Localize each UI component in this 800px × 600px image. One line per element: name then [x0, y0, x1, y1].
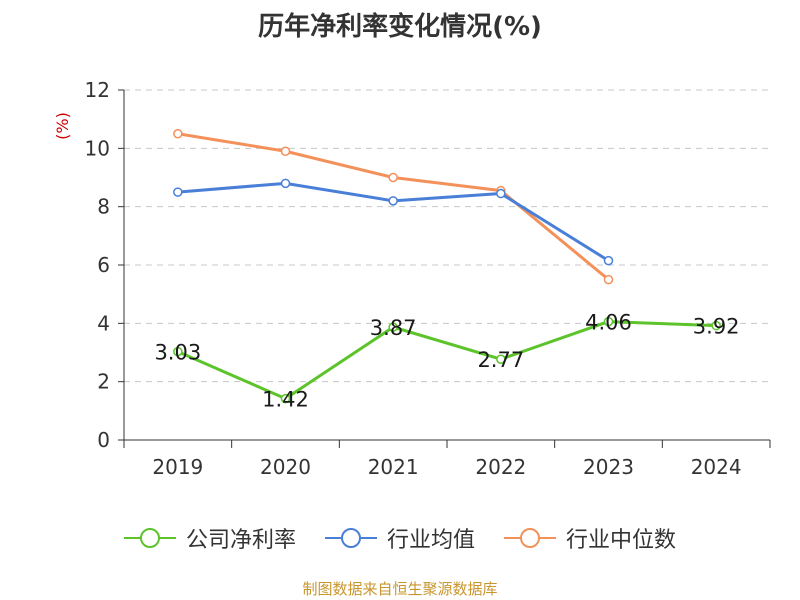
legend-label: 行业均值: [387, 528, 476, 553]
data-point: [496, 354, 506, 364]
y-axis-label: (%): [53, 112, 72, 140]
data-point: [280, 393, 291, 404]
y-tick-label: 2: [97, 370, 110, 394]
data-label: 3.92: [693, 315, 740, 339]
y-tick-label: 4: [97, 311, 110, 335]
grid-lines: [124, 89, 770, 383]
y-tick-label: 12: [85, 78, 110, 102]
x-tick-label: 2022: [475, 455, 526, 479]
x-tick-labels: 2019 2020 2021 2022 2023 2024: [152, 455, 741, 479]
x-tick-label: 2023: [583, 455, 634, 479]
data-point: [173, 346, 183, 357]
chart-title: 历年净利率变化情况(%): [258, 12, 542, 42]
y-tick-label: 0: [97, 428, 110, 452]
data-point: [603, 316, 614, 327]
legend-marker-icon: [504, 528, 556, 548]
data-point: [603, 274, 614, 285]
data-labels: 3.03 1.42 3.87 2.77 4.06 3.92: [154, 311, 739, 412]
data-point: [173, 129, 183, 139]
data-point: [711, 320, 721, 331]
y-tick-labels: 0 2 4 6 8 10 12: [85, 78, 110, 452]
axes: [118, 89, 771, 448]
y-tick-label: 10: [85, 136, 110, 160]
legend-marker-icon: [325, 528, 377, 548]
legend-item-2[interactable]: 行业中位数: [502, 520, 676, 556]
source-note: 制图数据来自恒生聚源数据库: [302, 580, 498, 598]
x-tick-label: 2019: [152, 455, 203, 479]
series-line-1: [177, 181, 610, 262]
legend-marker-icon: [124, 528, 176, 548]
legend-item-1[interactable]: 行业均值: [323, 520, 475, 556]
data-point: [280, 146, 291, 156]
series-line-0: [177, 320, 717, 401]
y-tick-label: 8: [97, 195, 110, 219]
data-point: [603, 255, 614, 266]
data-label: 1.42: [262, 388, 309, 412]
data-label: 2.77: [477, 348, 524, 372]
series-lines: [173, 129, 721, 404]
legend-label: 行业中位数: [566, 528, 677, 553]
data-point: [388, 172, 398, 183]
x-tick-label: 2020: [260, 455, 311, 479]
y-tick-label: 6: [97, 253, 110, 277]
data-point: [173, 187, 183, 197]
data-label: 4.06: [585, 311, 632, 335]
data-label: 3.03: [154, 341, 201, 365]
legend: 公司净利率 行业均值 行业中位数: [0, 520, 800, 556]
legend-item-0[interactable]: 公司净利率: [122, 520, 296, 556]
data-point: [280, 178, 291, 189]
x-tick-label: 2024: [691, 455, 742, 479]
data-point: [388, 322, 398, 332]
x-tick-label: 2021: [368, 455, 419, 479]
data-point: [388, 196, 398, 206]
data-point: [496, 188, 506, 199]
data-label: 3.87: [370, 316, 417, 340]
legend-label: 公司净利率: [186, 528, 297, 553]
